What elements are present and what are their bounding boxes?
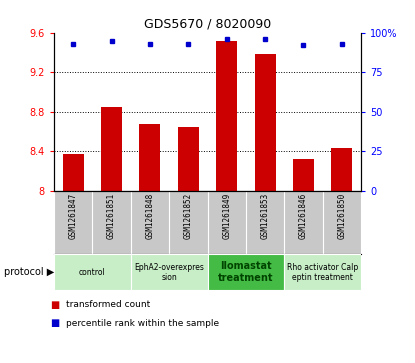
Text: protocol ▶: protocol ▶	[4, 267, 54, 277]
Bar	[293, 159, 314, 191]
Text: GSM1261846: GSM1261846	[299, 193, 308, 239]
Text: GSM1261847: GSM1261847	[68, 193, 78, 239]
Text: GSM1261850: GSM1261850	[337, 193, 347, 239]
Text: GSM1261852: GSM1261852	[184, 193, 193, 239]
Text: percentile rank within the sample: percentile rank within the sample	[66, 319, 220, 327]
Bar	[54, 254, 131, 290]
Text: GSM1261849: GSM1261849	[222, 193, 231, 239]
Text: GSM1261848: GSM1261848	[145, 193, 154, 239]
Text: Ilomastat
treatment: Ilomastat treatment	[218, 261, 273, 283]
Text: EphA2-overexpres
sion: EphA2-overexpres sion	[134, 262, 204, 282]
Bar	[63, 154, 84, 191]
Bar	[254, 54, 276, 191]
Text: control: control	[79, 268, 106, 277]
Text: Rho activator Calp
eptin treatment: Rho activator Calp eptin treatment	[287, 262, 358, 282]
Bar	[131, 254, 208, 290]
Bar	[178, 127, 199, 191]
Bar	[208, 254, 284, 290]
Text: GSM1261851: GSM1261851	[107, 193, 116, 239]
Text: GSM1261853: GSM1261853	[261, 193, 270, 239]
Bar	[139, 124, 161, 191]
Title: GDS5670 / 8020090: GDS5670 / 8020090	[144, 17, 271, 30]
Text: ■: ■	[50, 300, 59, 310]
Text: transformed count: transformed count	[66, 301, 151, 309]
Bar	[101, 107, 122, 191]
Bar	[216, 41, 237, 191]
Bar	[331, 148, 352, 191]
Bar	[284, 254, 361, 290]
Text: ■: ■	[50, 318, 59, 328]
